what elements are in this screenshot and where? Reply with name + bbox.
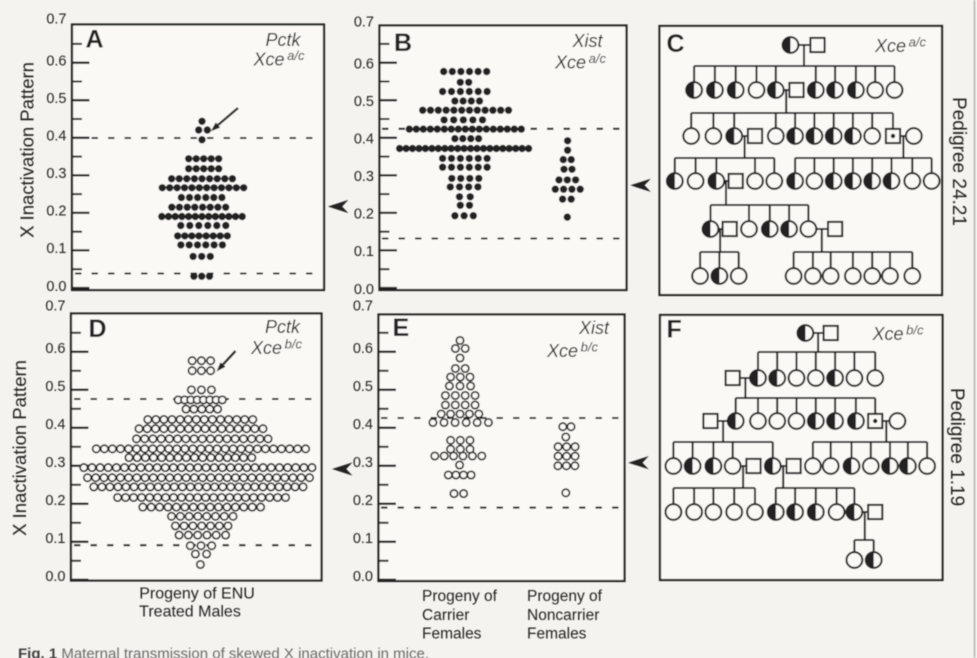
svg-text:0.4: 0.4 — [354, 132, 374, 148]
svg-text:0.4: 0.4 — [353, 417, 373, 433]
svg-text:Progeny of: Progeny of — [527, 588, 603, 605]
svg-text:X Inactivation Pattern: X Inactivation Pattern — [17, 62, 38, 238]
svg-text:Xce a/c: Xce a/c — [874, 35, 926, 57]
svg-text:Xist: Xist — [571, 31, 603, 51]
svg-text:Females: Females — [422, 626, 482, 643]
svg-text:0.1: 0.1 — [46, 241, 66, 257]
svg-text:Pedigree 24.21: Pedigree 24.21 — [948, 97, 969, 226]
svg-text:Pedigree 1.19: Pedigree 1.19 — [946, 388, 967, 506]
svg-text:Noncarrier: Noncarrier — [527, 607, 599, 624]
svg-text:0.0: 0.0 — [46, 279, 66, 295]
svg-text:X Inactivation Pattern: X Inactivation Pattern — [9, 360, 30, 536]
svg-text:Xce b/c: Xce b/c — [250, 337, 302, 359]
svg-text:0.0: 0.0 — [353, 569, 373, 585]
svg-text:0.6: 0.6 — [353, 341, 373, 357]
svg-text:Progeny of: Progeny of — [422, 588, 498, 605]
svg-text:Xce a/c: Xce a/c — [554, 51, 606, 73]
svg-text:0.2: 0.2 — [353, 493, 373, 509]
svg-text:Fig. 1 Maternal transmission o: Fig. 1 Maternal transmission of skewed X… — [18, 646, 429, 658]
svg-text:0.1: 0.1 — [45, 531, 65, 547]
svg-text:Xce a/c: Xce a/c — [253, 48, 305, 70]
svg-text:Xce b/c: Xce b/c — [546, 340, 598, 362]
svg-text:0.7: 0.7 — [45, 299, 65, 315]
svg-text:E: E — [393, 314, 410, 342]
svg-text:0.3: 0.3 — [354, 169, 374, 185]
svg-text:0.5: 0.5 — [354, 94, 374, 110]
svg-text:Progeny of ENU: Progeny of ENU — [139, 586, 255, 603]
svg-text:D: D — [89, 315, 107, 343]
svg-text:0.0: 0.0 — [45, 569, 65, 585]
svg-text:Xist: Xist — [578, 318, 610, 338]
svg-text:0.6: 0.6 — [45, 341, 65, 357]
svg-text:0.7: 0.7 — [46, 12, 66, 28]
svg-text:Pctk: Pctk — [265, 317, 301, 337]
svg-text:A: A — [86, 26, 104, 54]
svg-text:0.4: 0.4 — [45, 417, 65, 433]
svg-text:0.5: 0.5 — [353, 379, 373, 395]
svg-text:0.3: 0.3 — [45, 455, 65, 471]
svg-text:B: B — [394, 29, 412, 57]
svg-text:0.2: 0.2 — [45, 493, 65, 509]
svg-text:0.2: 0.2 — [354, 207, 374, 223]
svg-text:Females: Females — [527, 626, 587, 643]
svg-text:0.1: 0.1 — [354, 244, 374, 260]
svg-text:0.1: 0.1 — [353, 531, 373, 547]
svg-text:0.3: 0.3 — [353, 455, 373, 471]
svg-text:0.7: 0.7 — [354, 15, 374, 31]
svg-text:0.4: 0.4 — [46, 129, 66, 145]
svg-text:Pctk: Pctk — [265, 30, 301, 50]
svg-text:0.5: 0.5 — [45, 379, 65, 395]
svg-text:Treated Males: Treated Males — [139, 604, 241, 621]
svg-text:0.7: 0.7 — [353, 299, 373, 315]
svg-text:0.3: 0.3 — [46, 166, 66, 182]
svg-text:0.5: 0.5 — [46, 91, 66, 107]
svg-text:Carrier: Carrier — [422, 607, 469, 624]
svg-text:Xce b/c: Xce b/c — [872, 323, 924, 345]
svg-text:F: F — [667, 316, 682, 344]
svg-text:0.6: 0.6 — [46, 54, 66, 70]
svg-text:0.2: 0.2 — [46, 204, 66, 220]
svg-text:0.0: 0.0 — [354, 282, 374, 298]
svg-text:0.6: 0.6 — [354, 57, 374, 73]
svg-text:C: C — [667, 30, 685, 58]
